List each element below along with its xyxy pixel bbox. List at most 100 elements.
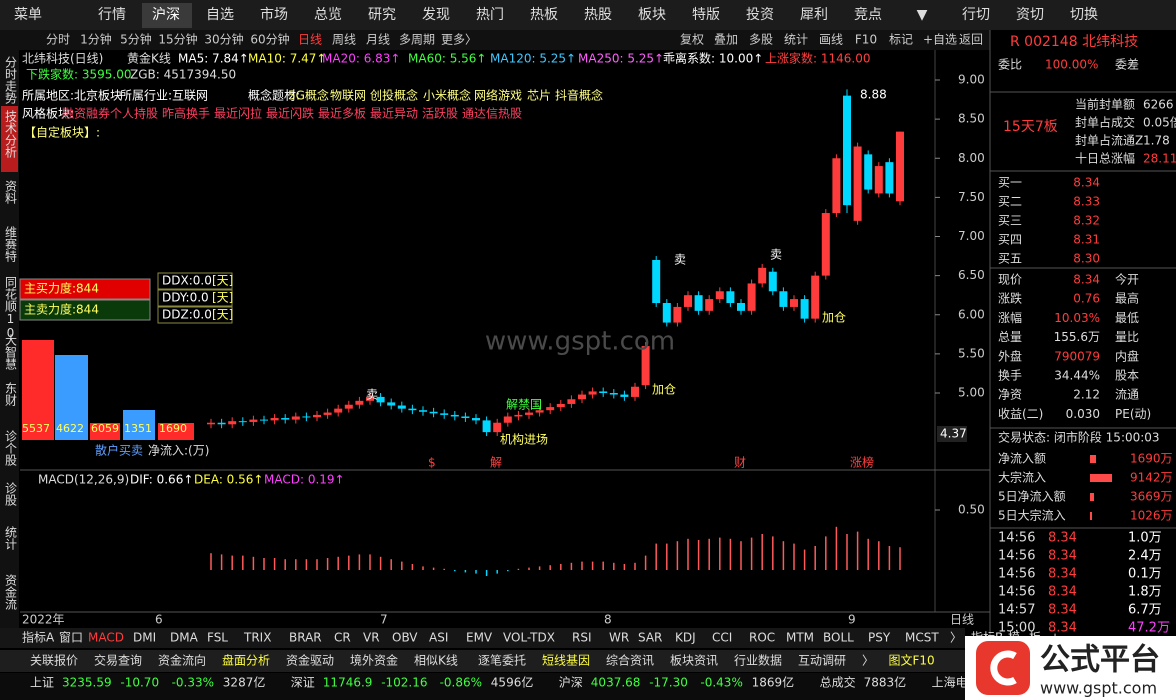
panel-tab[interactable]: 相似K线 (414, 654, 458, 668)
label: 净流入额 (998, 452, 1046, 466)
tool-button[interactable]: F10 (855, 33, 877, 47)
period-tab[interactable]: 日线 (298, 33, 322, 47)
tool-button[interactable]: 返回 (959, 33, 983, 47)
side-tab[interactable]: 诊个股 (4, 430, 18, 467)
indicator-tab[interactable]: CR (334, 631, 351, 645)
indicator-tab[interactable]: BRAR (289, 631, 322, 645)
menu-item[interactable]: 总览 (314, 7, 342, 23)
menu-item[interactable]: 投资 (746, 7, 774, 23)
side-tab[interactable]: 东财 (4, 382, 18, 406)
candle-body (758, 267, 767, 284)
period-tab[interactable]: 60分钟 (250, 32, 289, 47)
menu-item[interactable]: 热股 (584, 7, 612, 23)
indicator-tab[interactable]: FSL (207, 631, 228, 645)
menu-item[interactable]: 沪深 (152, 7, 180, 23)
menu-item[interactable]: 热板 (530, 7, 558, 23)
indicator-tab[interactable]: 窗口 (59, 631, 83, 645)
tool-button[interactable]: 多股 (749, 33, 773, 47)
indicator-tab[interactable]: ASI (429, 631, 448, 645)
menu-item[interactable]: 犀利 (800, 7, 828, 23)
panel-tab[interactable]: 关联报价 (30, 653, 78, 668)
indicator-tab[interactable]: KDJ (675, 631, 696, 645)
tool-button[interactable]: 画线 (819, 33, 843, 47)
period-tab[interactable]: 周线 (332, 33, 356, 47)
tool-button[interactable]: 叠加 (714, 33, 738, 47)
panel-tab[interactable]: 〉 (862, 654, 874, 668)
menu-item[interactable]: 资切 (1016, 7, 1044, 23)
menu-item[interactable]: 行切 (962, 7, 990, 23)
period-tab[interactable]: 30分钟 (204, 32, 243, 47)
period-tab[interactable]: 月线 (366, 33, 390, 47)
side-tab[interactable]: 分时走势 (4, 56, 18, 104)
panel-tab[interactable]: 图文F10 (889, 653, 935, 668)
menu-item[interactable]: 切换 (1070, 6, 1098, 23)
side-bar (0, 30, 19, 636)
menu-item[interactable]: 行情 (98, 7, 126, 23)
indicator-tab[interactable]: DMA (170, 631, 199, 645)
menu-item[interactable]: 热门 (476, 7, 504, 23)
panel-tab[interactable]: 资金驱动 (286, 653, 334, 668)
indicator-tab[interactable]: MCST (905, 631, 939, 645)
panel-tab[interactable]: 逐笔委托 (478, 653, 526, 668)
indicator-tab[interactable]: 指标A (22, 630, 55, 645)
tool-button[interactable]: 标记 (889, 33, 913, 47)
flow-box (157, 306, 233, 324)
panel-tab[interactable]: 资金流向 (158, 653, 206, 668)
side-tab[interactable]: 大智慧 (4, 334, 18, 370)
tool-button[interactable]: 统计 (784, 33, 808, 47)
style-tag: 最近闪拉 (214, 106, 262, 121)
menu-item[interactable]: 自选 (206, 7, 234, 23)
menu-item[interactable]: 特版 (692, 7, 720, 23)
info: 所属行业:互联网 (120, 89, 208, 103)
indicator-tab[interactable]: 〉 (950, 631, 962, 645)
side-tab[interactable]: 资金流 (4, 574, 18, 610)
tool-button[interactable]: 复权 (680, 33, 704, 47)
side-tab[interactable]: 统计 (4, 526, 18, 550)
menu-item[interactable]: 市场 (260, 6, 288, 23)
period-tab[interactable]: 多周期 (399, 33, 435, 47)
panel-tab[interactable]: 综合资讯 (606, 653, 654, 668)
indicator-tab[interactable]: SAR (638, 631, 662, 645)
indicator-tab[interactable]: VR (363, 631, 380, 645)
tool-button[interactable]: +自选 (923, 33, 957, 47)
period-tab[interactable]: 5分钟 (120, 32, 152, 47)
label: 最低 (1115, 311, 1139, 325)
menu-item[interactable]: 发现 (422, 7, 450, 23)
panel-tab[interactable]: 板块资讯 (670, 654, 718, 668)
candle-body (440, 413, 449, 415)
side-tab[interactable]: 资料 (4, 180, 18, 204)
panel-tab[interactable]: 行业数据 (734, 653, 782, 668)
menu-item[interactable]: 研究 (368, 7, 396, 23)
panel-tab[interactable]: 短线基因 (542, 654, 590, 668)
side-tab[interactable]: 同花顺10 (4, 276, 18, 340)
menu-item[interactable]: 板块 (638, 7, 666, 23)
menu-item[interactable]: ▼ (917, 7, 928, 23)
indicator-tab[interactable]: VOL-TDX (503, 631, 555, 645)
indicator-tab[interactable]: DMI (133, 631, 156, 645)
period-tab[interactable]: 15分钟 (158, 32, 197, 47)
indicator-tab[interactable]: RSI (572, 631, 592, 645)
indicator-tab[interactable]: TRIX (243, 631, 271, 645)
menu-item[interactable]: 菜单 (14, 7, 42, 23)
indicator-tab[interactable]: MACD (88, 631, 124, 645)
period-tab[interactable]: 分时 (46, 33, 70, 47)
indicator-tab[interactable]: OBV (392, 631, 418, 645)
panel-tab[interactable]: 境外资金 (350, 653, 398, 668)
panel-tab[interactable]: 交易查询 (94, 653, 142, 668)
menu-item[interactable]: 竞点 (854, 6, 882, 23)
period-tab[interactable]: 1分钟 (80, 32, 112, 47)
indicator-tab[interactable]: EMV (466, 631, 493, 645)
side-tab[interactable]: 技术分析 (4, 110, 18, 159)
flow-value: 1351 (124, 422, 152, 435)
indicator-tab[interactable]: WR (609, 631, 629, 645)
side-tab[interactable]: 诊股 (4, 482, 18, 507)
indicator-tab[interactable]: CCI (712, 631, 732, 645)
side-tab[interactable]: 维赛特 (4, 226, 18, 262)
panel-tab[interactable]: 盘面分析 (222, 653, 270, 668)
period-tab[interactable]: 更多〉 (441, 33, 477, 47)
indicator-tab[interactable]: PSY (868, 631, 891, 645)
panel-tab[interactable]: 互动调研 (798, 654, 846, 668)
indicator-tab[interactable]: ROC (749, 631, 775, 645)
indicator-tab[interactable]: MTM (786, 631, 814, 645)
indicator-tab[interactable]: BOLL (823, 631, 854, 645)
